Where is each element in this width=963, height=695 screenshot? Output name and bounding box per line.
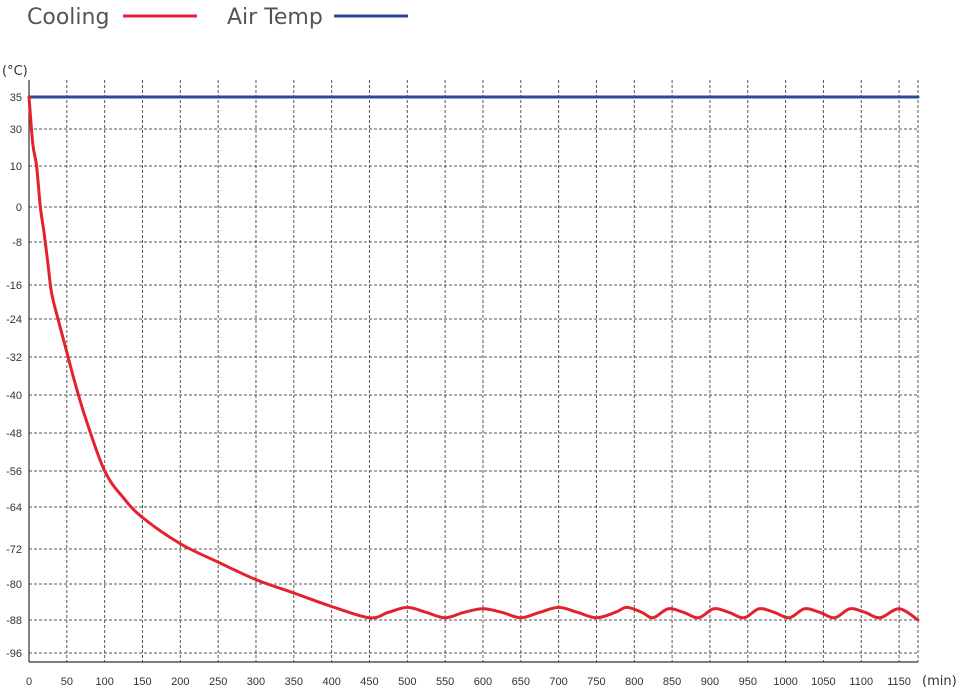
y-tick-label: -48 (6, 428, 22, 440)
x-tick-label: 500 (398, 676, 416, 688)
y-tick-label: -40 (6, 390, 22, 402)
y-tick-label: -8 (12, 237, 22, 249)
x-tick-label: 550 (436, 676, 454, 688)
y-axis-ticks: 35 30 10 0 -8 -16 -24 -32 -40 -48 -56 -64 -72 -80 -88 -… (6, 92, 22, 660)
y-axis-unit: (°C) (2, 64, 28, 79)
y-tick-label: -80 (6, 579, 22, 591)
x-tick-label: 400 (322, 676, 340, 688)
x-axis-ticks: 0 50 100 150 200 250 300 350 400 450 500 550 600 650 7… (26, 676, 911, 688)
y-tick-label: -72 (6, 544, 22, 556)
x-axis-unit: (min) (922, 674, 957, 689)
x-tick-label: 1100 (849, 676, 873, 688)
y-tick-label: 10 (10, 161, 22, 173)
x-tick-label: 600 (474, 676, 492, 688)
x-tick-label: 800 (625, 676, 643, 688)
x-tick-label: 1000 (773, 676, 797, 688)
series-lines (27, 95, 920, 622)
y-tick-label: -64 (6, 502, 22, 514)
legend-label-cooling: Cooling (27, 5, 109, 30)
y-tick-label: -56 (6, 466, 22, 478)
x-tick-label: 650 (512, 676, 530, 688)
axes (28, 80, 918, 663)
x-tick-label: 0 (26, 676, 32, 688)
x-tick-label: 850 (663, 676, 681, 688)
y-tick-label: 0 (16, 202, 22, 214)
y-tick-label: -96 (6, 648, 22, 660)
y-tick-label: -16 (6, 280, 22, 292)
legend: Cooling Air Temp (27, 5, 408, 30)
y-tick-label: 35 (10, 92, 22, 104)
legend-label-air-temp: Air Temp (227, 5, 323, 30)
grid (29, 80, 919, 662)
y-tick-label: 30 (10, 124, 22, 136)
series-line-cooling (27, 95, 920, 622)
x-tick-label: 750 (587, 676, 605, 688)
y-tick-label: -32 (6, 352, 22, 364)
y-tick-label: -24 (6, 314, 22, 326)
x-tick-label: 200 (171, 676, 189, 688)
x-tick-label: 950 (739, 676, 757, 688)
x-tick-label: 1150 (887, 676, 911, 688)
x-tick-label: 50 (61, 676, 73, 688)
x-tick-label: 700 (549, 676, 567, 688)
x-tick-label: 100 (95, 676, 113, 688)
y-tick-label: -88 (6, 615, 22, 627)
x-tick-label: 900 (701, 676, 719, 688)
x-tick-label: 1050 (811, 676, 835, 688)
x-tick-label: 450 (360, 676, 378, 688)
x-tick-label: 300 (247, 676, 265, 688)
x-tick-label: 250 (209, 676, 227, 688)
x-tick-label: 150 (133, 676, 151, 688)
x-tick-label: 350 (285, 676, 303, 688)
